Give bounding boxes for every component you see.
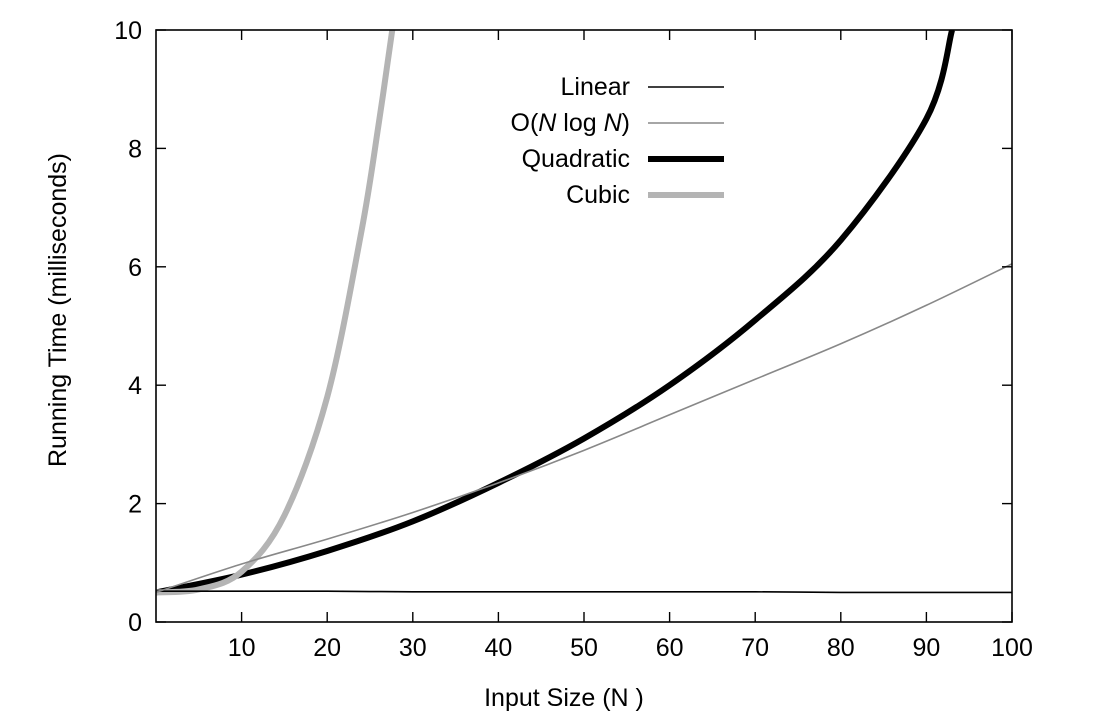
axis-tick-labels: 10 20 30 40 50 60 70 80 90 100 0 2 4 6 8 10 xyxy=(114,17,1033,662)
x-tick-label: 30 xyxy=(399,634,427,662)
x-tick-label: 10 xyxy=(228,634,256,662)
x-tick-label: 60 xyxy=(656,634,684,662)
series-line-quadratic xyxy=(156,30,955,596)
series-line-cubic xyxy=(156,30,396,596)
legend-label-cubic: Cubic xyxy=(566,181,630,209)
y-tick-label: 6 xyxy=(128,254,142,282)
legend-label-o-n-log-n: O(N log N) xyxy=(511,109,631,137)
x-tick-label: 70 xyxy=(741,634,769,662)
series-curves xyxy=(156,30,1012,596)
x-tick-label: 100 xyxy=(991,634,1033,662)
x-tick-label: 50 xyxy=(570,634,598,662)
legend-label-linear: Linear xyxy=(561,73,631,101)
x-tick-label: 90 xyxy=(912,634,940,662)
y-tick-label: 2 xyxy=(128,491,142,519)
x-tick-label: 80 xyxy=(827,634,855,662)
legend: Linear O(N log N) Quadratic Cubic xyxy=(511,73,724,209)
series-line-o-n-log-n xyxy=(156,263,1012,594)
series-line-linear xyxy=(156,590,1012,594)
x-tick-label: 40 xyxy=(484,634,512,662)
axis-ticks xyxy=(156,29,1013,623)
y-tick-label: 4 xyxy=(128,372,142,400)
y-tick-label: 0 xyxy=(128,609,142,637)
x-tick-label: 20 xyxy=(313,634,341,662)
legend-label-quadratic: Quadratic xyxy=(522,145,630,173)
y-tick-label: 10 xyxy=(114,17,142,45)
y-axis-title: Running Time (milliseconds) xyxy=(44,153,72,467)
x-axis-title: Input Size (N ) xyxy=(484,684,644,712)
y-tick-label: 8 xyxy=(128,135,142,163)
